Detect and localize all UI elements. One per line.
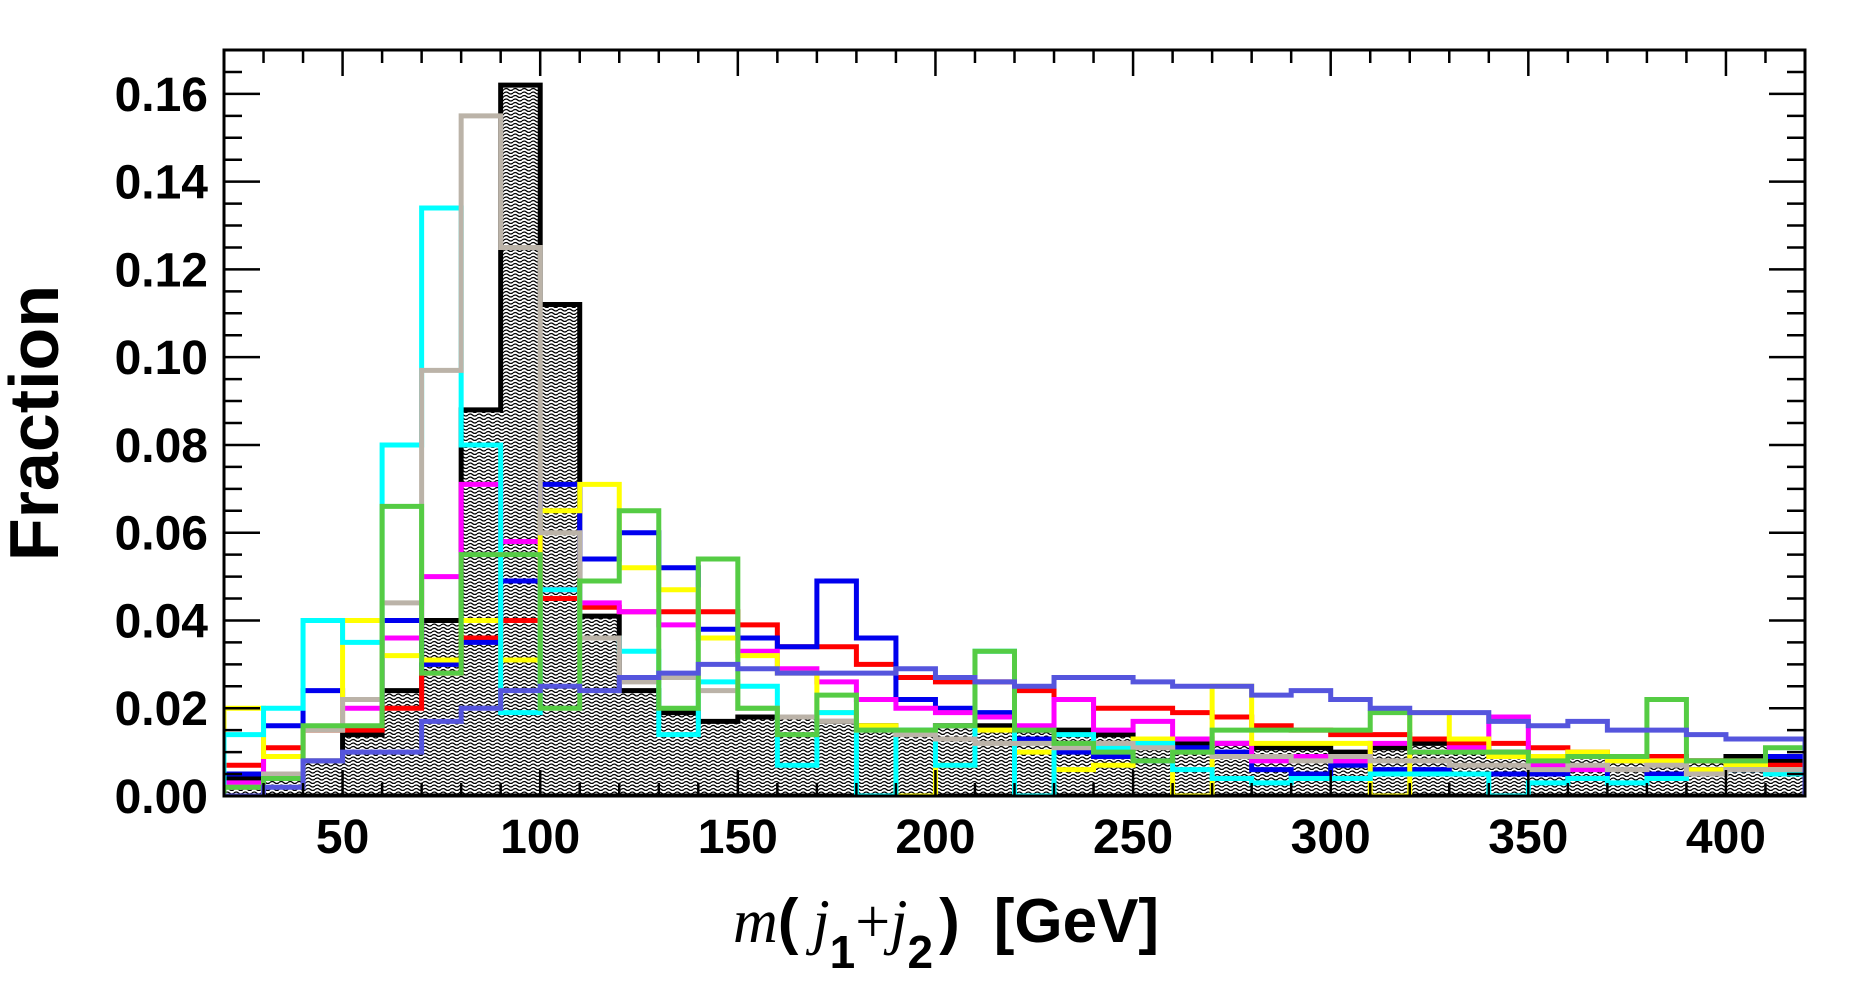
y-tick-label: 0.12 [115,244,208,297]
x-tick-label: 100 [500,811,580,864]
y-tick-labels: 0.00 0.02 0.04 0.06 0.08 0.10 0.12 0.14 0.16 [115,69,209,824]
x-tick-label: 250 [1093,811,1173,864]
x-axis-label-plus: + [855,888,890,956]
y-tick-label: 0.14 [115,157,209,210]
x-axis-label-var: m [733,888,778,956]
x-tick-label: 400 [1686,811,1766,864]
x-axis-label-j1: j [805,888,829,956]
plot-area [224,82,1805,796]
x-tick-label: 150 [698,811,778,864]
x-axis-label-sub1: 1 [830,926,856,978]
x-tick-label: 200 [895,811,975,864]
y-tick-label: 0.10 [115,332,208,385]
x-axis-label-close: ) [939,887,960,956]
series-gray [224,113,1805,796]
axis-ticks [224,48,1807,798]
x-tick-label: 350 [1488,811,1568,864]
y-tick-label: 0.02 [115,683,208,736]
x-axis-label-sub2: 2 [907,926,933,978]
y-tick-label: 0.16 [115,69,208,122]
x-tick-label: 50 [316,811,369,864]
series-green [224,503,1805,796]
y-tick-label: 0.08 [115,420,208,473]
series-slate-blue [224,661,1805,796]
x-axis-label: m(j1+j2) [GeV] [733,887,1159,978]
y-tick-label: 0.04 [115,595,209,648]
y-tick-label: 0.06 [115,508,208,561]
x-tick-label: 300 [1291,811,1371,864]
x-axis-label-open: ( [778,887,799,956]
x-axis-label-unit: [GeV] [994,887,1159,956]
y-axis-label: Fraction [0,285,73,561]
y-tick-label: 0.00 [115,771,208,824]
x-tick-labels: 50 100 150 200 250 300 350 400 [316,811,1766,864]
